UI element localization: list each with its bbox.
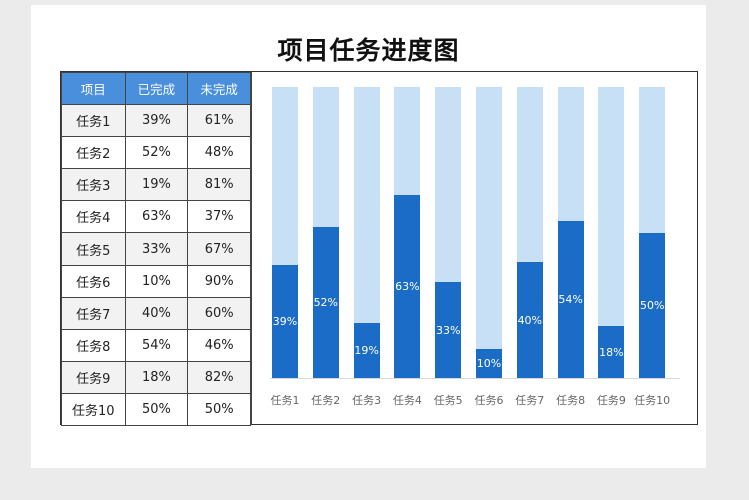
x-tick-label: 任务8 <box>556 394 586 407</box>
page-card: 项目任务进度图 项目 已完成 未完成 任务1 39% 61% 任务2 52% 48% 任务3… <box>31 5 706 468</box>
bar-completed <box>272 264 298 378</box>
bar-data-label: 50% <box>639 299 665 313</box>
x-tick-label: 任务5 <box>433 394 463 407</box>
bar-data-label: 54% <box>558 293 583 307</box>
header-completed: 已完成 <box>124 71 189 106</box>
completed-cell: 39% <box>124 104 189 138</box>
completed-cell: 19% <box>124 168 189 202</box>
bar-stack: 52% <box>312 87 339 378</box>
completed-cell: 52% <box>124 136 189 170</box>
completed-cell: 40% <box>124 296 189 330</box>
table-row: 任务8 54% 46% <box>61 328 251 362</box>
page-title: 项目任务进度图 <box>277 36 460 65</box>
completed-cell: 63% <box>124 200 189 234</box>
bar-stack: 63% <box>394 87 421 378</box>
remaining-cell: 67% <box>187 232 251 266</box>
remaining-cell: 46% <box>187 328 251 362</box>
x-axis-line <box>270 378 680 379</box>
table-row: 任务5 33% 67% <box>61 232 251 266</box>
task-name-cell: 任务5 <box>61 232 126 266</box>
table-row: 任务1 39% 61% <box>61 104 251 138</box>
x-tick-label: 任务9 <box>596 394 626 407</box>
bar-stack: 19% <box>353 87 380 378</box>
task-name-cell: 任务9 <box>61 360 126 394</box>
progress-chart: 39% 任务1 52% 任务2 19% 任务3 63% 任务4 33% 任务5 10% 任务6 40% 任… <box>251 72 697 424</box>
bar-data-label: 63% <box>395 280 420 294</box>
bar-stack: 33% <box>435 87 462 378</box>
completed-cell: 54% <box>124 328 189 362</box>
task-name-cell: 任务4 <box>61 200 126 234</box>
x-tick-label: 任务1 <box>270 394 300 407</box>
table-row: 任务4 63% 37% <box>61 200 251 234</box>
progress-table: 项目 已完成 未完成 任务1 39% 61% 任务2 52% 48% 任务3 19% 81% 任务… <box>61 71 251 427</box>
table-row: 任务9 18% 82% <box>61 360 251 394</box>
bar-stack: 39% <box>272 87 298 378</box>
task-name-cell: 任务7 <box>61 296 126 330</box>
bar-completed <box>598 325 625 378</box>
task-name-cell: 任务8 <box>61 328 126 362</box>
header-item: 项目 <box>61 71 126 106</box>
bar-completed <box>394 194 421 378</box>
bar-completed <box>516 261 543 378</box>
bar-data-label: 40% <box>517 313 543 327</box>
table-row: 任务10 50% 50% <box>61 392 251 427</box>
bar-stack: 40% <box>516 87 543 378</box>
bar-data-label: 18% <box>599 345 624 359</box>
table-row: 任务6 10% 90% <box>61 264 251 298</box>
task-name-cell: 任务6 <box>61 264 126 298</box>
bar-stack: 54% <box>557 87 584 378</box>
bar-data-label: 10% <box>476 357 502 371</box>
bar-completed <box>353 322 380 378</box>
remaining-cell: 90% <box>187 264 251 298</box>
completed-cell: 33% <box>124 232 189 266</box>
table-header-row: 项目 已完成 未完成 <box>61 71 251 106</box>
x-tick-label: 任务6 <box>474 394 504 407</box>
remaining-cell: 48% <box>187 136 251 170</box>
bar-data-label: 39% <box>272 315 298 329</box>
completed-cell: 50% <box>124 392 189 427</box>
table-row: 任务2 52% 48% <box>61 136 251 170</box>
bar-stack: 18% <box>598 87 625 378</box>
remaining-cell: 60% <box>187 296 251 330</box>
table-row: 任务3 19% 81% <box>61 168 251 202</box>
task-name-cell: 任务1 <box>61 104 126 138</box>
bar-data-label: 33% <box>435 324 461 337</box>
remaining-cell: 82% <box>187 360 251 394</box>
completed-cell: 18% <box>124 360 189 394</box>
task-name-cell: 任务3 <box>61 168 126 202</box>
bar-data-label: 52% <box>313 296 339 310</box>
x-tick-label: 任务7 <box>515 394 545 407</box>
bar-completed <box>557 220 584 378</box>
completed-cell: 10% <box>124 264 189 298</box>
remaining-cell: 81% <box>187 168 251 202</box>
task-name-cell: 任务2 <box>61 136 126 170</box>
remaining-cell: 37% <box>187 200 251 234</box>
header-remaining: 未完成 <box>187 71 251 106</box>
bar-stack: 10% <box>476 87 502 378</box>
bar-completed <box>435 281 462 378</box>
bar-completed <box>476 348 502 378</box>
bar-completed <box>312 226 339 378</box>
remaining-cell: 50% <box>187 392 251 427</box>
report-frame: 项目 已完成 未完成 任务1 39% 61% 任务2 52% 48% 任务3 19% 81% 任务… <box>60 71 698 427</box>
table-row: 任务7 40% 60% <box>61 296 251 330</box>
bar-data-label: 19% <box>354 344 379 358</box>
task-name-cell: 任务10 <box>61 392 126 427</box>
x-tick-label: 任务10 <box>634 394 671 407</box>
bar-stack: 50% <box>639 87 666 378</box>
x-tick-label: 任务4 <box>392 394 422 407</box>
x-tick-label: 任务3 <box>352 394 382 407</box>
bar-completed <box>639 232 666 378</box>
x-tick-label: 任务2 <box>311 394 341 407</box>
remaining-cell: 61% <box>187 104 251 138</box>
